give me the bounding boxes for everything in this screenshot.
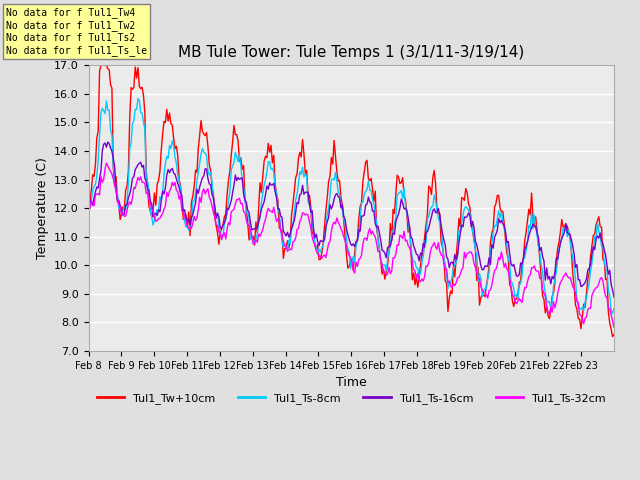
Title: MB Tule Tower: Tule Temps 1 (3/1/11-3/19/14): MB Tule Tower: Tule Temps 1 (3/1/11-3/19… [178,45,524,60]
X-axis label: Time: Time [336,376,367,389]
Legend: Tul1_Tw+10cm, Tul1_Ts-8cm, Tul1_Ts-16cm, Tul1_Ts-32cm: Tul1_Tw+10cm, Tul1_Ts-8cm, Tul1_Ts-16cm,… [92,388,611,408]
Y-axis label: Temperature (C): Temperature (C) [36,157,49,259]
Text: No data for f Tul1_Tw4
No data for f Tul1_Tw2
No data for f Tul1_Ts2
No data for: No data for f Tul1_Tw4 No data for f Tul… [6,7,147,56]
